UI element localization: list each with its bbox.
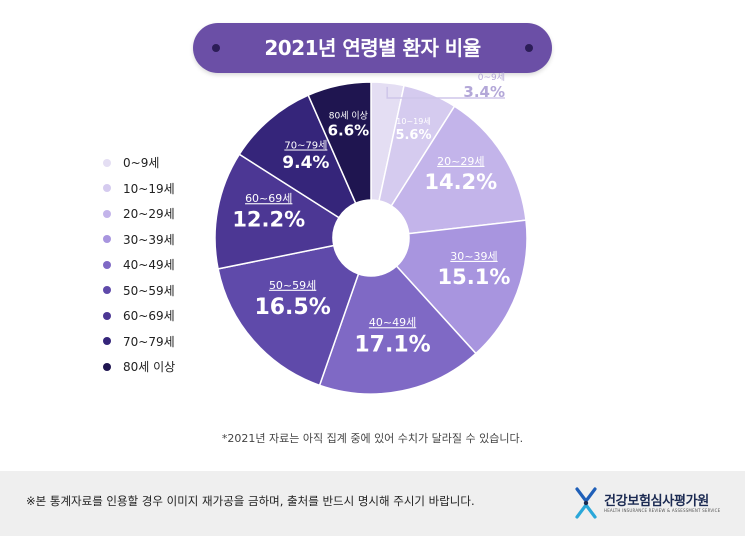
- legend-swatch: [103, 209, 111, 218]
- legend-label: 10~19세: [123, 181, 175, 196]
- title-dot-right: [525, 44, 533, 52]
- slice-value-7: 9.4%: [282, 153, 329, 173]
- title-dot-left: [212, 44, 220, 52]
- chart-title: 2021년 연령별 환자 비율: [264, 36, 481, 60]
- slice-label-8: 80세 이상: [329, 110, 368, 121]
- legend-swatch: [103, 286, 111, 295]
- legend-swatch: [103, 362, 111, 371]
- org-name-en: HEALTH INSURANCE REVIEW & ASSESSMENT SER…: [604, 508, 721, 513]
- pie-slice-5: [217, 244, 360, 387]
- legend-item-60-69: 60~69세: [103, 303, 175, 329]
- legend-label: 30~39세: [123, 232, 175, 247]
- slice-value-8: 6.6%: [328, 122, 370, 140]
- footnote: *2021년 자료는 아직 집계 중에 있어 수치가 달라질 수 있습니다.: [221, 432, 524, 445]
- legend-label: 50~59세: [123, 283, 175, 298]
- leader-line-0-9: [386, 86, 505, 99]
- legend-swatch: [103, 260, 111, 269]
- footer-bar: ※본 통계자료를 인용할 경우 이미지 재가공을 금하며, 출처를 반드시 명시…: [0, 471, 745, 536]
- legend-item-20-29: 20~29세: [103, 201, 175, 227]
- slice-label-2: 20~29세: [437, 155, 484, 168]
- pie-slice-8: [307, 81, 372, 205]
- citation-notice: ※본 통계자료를 인용할 경우 이미지 재가공을 금하며, 출처를 반드시 명시…: [26, 494, 475, 508]
- legend-swatch: [103, 311, 111, 320]
- legend-swatch: [103, 158, 111, 167]
- slice-label-6: 60~69세: [245, 192, 292, 205]
- legend-item-30-39: 30~39세: [103, 227, 175, 253]
- org-name: 건강보험심사평가원: [604, 494, 709, 509]
- slice-value-6: 12.2%: [232, 207, 305, 231]
- legend-item-50-59: 50~59세: [103, 278, 175, 304]
- legend-label: 20~29세: [123, 207, 175, 222]
- slice-label-0: 0~9세: [478, 72, 505, 83]
- slice-label-4: 40~49세: [369, 316, 416, 329]
- pie-slice-2: [390, 105, 527, 235]
- legend-label: 70~79세: [123, 334, 175, 349]
- slice-value-3: 15.1%: [438, 265, 511, 289]
- legend-item-70-79: 70~79세: [103, 329, 175, 355]
- slice-label-3: 30~39세: [450, 250, 497, 263]
- legend-swatch: [103, 235, 111, 244]
- legend-label: 40~49세: [123, 258, 175, 273]
- title-banner: 2021년 연령별 환자 비율: [193, 23, 552, 73]
- legend-swatch: [103, 184, 111, 193]
- pie-slice-4: [318, 265, 477, 395]
- legend-label: 60~69세: [123, 309, 175, 324]
- legend-item-0-9: 0~9세: [103, 150, 175, 176]
- slice-value-1: 5.6%: [395, 128, 431, 143]
- legend-label: 80세 이상: [123, 360, 176, 375]
- slice-label-7: 70~79세: [284, 140, 327, 152]
- pie-slice-3: [395, 219, 528, 355]
- slice-value-2: 14.2%: [424, 170, 497, 194]
- pie-slice-6: [214, 153, 340, 270]
- slice-label-5: 50~59세: [269, 279, 316, 292]
- legend-item-80-plus: 80세 이상: [103, 354, 175, 380]
- slice-value-5: 16.5%: [254, 295, 330, 320]
- donut-chart: 0~9세3.4% 10~19세 5.6% 20~29세 14.2% 30~39세 15.1%…: [214, 72, 528, 395]
- hira-logo-icon: [575, 487, 597, 519]
- slice-value-4: 17.1%: [354, 333, 430, 358]
- slice-value-0: 3.4%: [463, 83, 505, 101]
- legend-swatch: [103, 337, 111, 346]
- legend-item-40-49: 40~49세: [103, 252, 175, 278]
- legend: 0~9세 10~19세 20~29세 30~39세 40~49세 50~59세 …: [103, 150, 175, 380]
- slice-label-1: 10~19세: [396, 117, 430, 126]
- legend-label: 0~9세: [123, 156, 160, 171]
- legend-item-10-19: 10~19세: [103, 176, 175, 202]
